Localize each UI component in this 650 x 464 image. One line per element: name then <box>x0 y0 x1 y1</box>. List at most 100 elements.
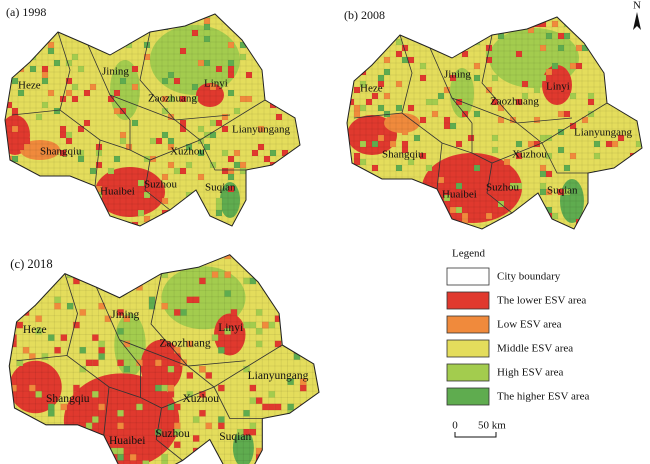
legend-label: Low ESV area <box>497 319 562 331</box>
esv-cell <box>60 429 67 436</box>
esv-cell <box>462 39 468 45</box>
esv-cell <box>92 391 99 398</box>
esv-cell <box>570 63 576 69</box>
esv-cell <box>30 204 36 210</box>
city-label: Linyi <box>546 81 570 93</box>
esv-cell <box>162 78 168 84</box>
esv-cell <box>510 117 516 123</box>
esv-cell <box>230 309 238 316</box>
esv-cell <box>60 150 66 156</box>
esv-cell <box>174 309 181 316</box>
esv-cell <box>426 207 432 213</box>
esv-cell <box>270 180 276 186</box>
esv-cell <box>540 45 546 51</box>
esv-cell <box>92 416 99 423</box>
esv-cell <box>126 6 132 12</box>
esv-cell <box>528 225 534 229</box>
esv-cell <box>228 60 234 66</box>
city-boundary <box>486 162 513 214</box>
esv-cell <box>366 201 372 207</box>
esv-cell <box>588 93 594 99</box>
esv-cell <box>204 132 210 138</box>
city-boundary <box>119 339 188 367</box>
esv-cell <box>98 303 105 310</box>
esv-cell <box>123 315 130 322</box>
esv-cell <box>492 75 498 81</box>
esv-cell <box>204 60 210 66</box>
esv-cell <box>98 271 105 278</box>
esv-cell <box>348 33 354 39</box>
esv-cell <box>111 447 118 455</box>
esv-cell <box>192 416 200 423</box>
scale-zero: 0 <box>452 420 458 432</box>
esv-cell <box>558 147 564 153</box>
esv-cell <box>552 21 558 27</box>
esv-cell <box>546 135 552 141</box>
esv-cell <box>492 171 498 177</box>
esv-cell <box>624 207 630 213</box>
esv-cell <box>162 174 168 180</box>
esv-cell <box>22 309 30 316</box>
esv-cell <box>161 416 168 423</box>
esv-cell <box>420 225 426 229</box>
esv-cell <box>210 162 216 168</box>
esv-cell <box>174 78 180 84</box>
esv-cell <box>372 93 378 99</box>
esv-cell <box>12 48 18 54</box>
esv-cell <box>390 141 396 147</box>
esv-cell <box>528 27 534 33</box>
esv-cell <box>162 108 168 114</box>
esv-cell <box>42 78 48 84</box>
esv-cell <box>600 39 606 45</box>
esv-cell <box>67 240 73 246</box>
esv-patch <box>232 428 254 464</box>
esv-cell <box>396 165 402 171</box>
city-boundary <box>436 142 443 190</box>
esv-cell <box>92 334 99 341</box>
city-label: Suqian <box>547 185 578 197</box>
esv-cell <box>156 186 162 192</box>
esv-cell <box>300 321 307 329</box>
esv-cell <box>138 180 144 186</box>
esv-cell <box>92 258 99 266</box>
esv-cell <box>180 168 186 174</box>
esv-cell <box>224 240 230 246</box>
esv-cell <box>354 57 360 63</box>
esv-cell <box>102 42 108 48</box>
panel-label: (a) 1998 <box>6 5 46 19</box>
city-label: Heze <box>23 324 47 336</box>
esv-cell <box>570 123 576 129</box>
esv-cell <box>22 347 30 354</box>
north-arrow-shape <box>633 12 641 30</box>
esv-cell <box>142 460 149 464</box>
esv-cell <box>42 72 48 78</box>
esv-cell <box>462 219 468 225</box>
esv-cell <box>630 219 636 225</box>
esv-cell <box>136 403 143 411</box>
esv-cell <box>384 69 390 75</box>
esv-cell <box>148 303 156 310</box>
esv-cell <box>360 141 366 147</box>
esv-cell <box>66 204 72 210</box>
esv-cell <box>384 225 390 229</box>
esv-cell <box>281 460 288 464</box>
esv-cell <box>420 63 426 69</box>
esv-cell <box>60 403 67 411</box>
esv-cell <box>211 277 219 285</box>
esv-cell <box>102 18 108 24</box>
esv-cell <box>246 6 252 12</box>
panel-label: (c) 2018 <box>10 257 52 271</box>
esv-cell <box>29 422 36 429</box>
esv-cell <box>522 81 528 87</box>
legend-label: The lower ESV area <box>497 295 586 307</box>
esv-cell <box>450 201 456 207</box>
esv-cell <box>258 204 264 210</box>
esv-cell <box>262 460 269 464</box>
esv-cell <box>48 410 55 417</box>
esv-cell <box>438 93 444 99</box>
legend-swatch <box>446 387 490 406</box>
esv-cell <box>180 126 186 132</box>
esv-cell <box>66 132 72 138</box>
esv-cell <box>255 447 263 455</box>
esv-cell <box>354 111 360 117</box>
